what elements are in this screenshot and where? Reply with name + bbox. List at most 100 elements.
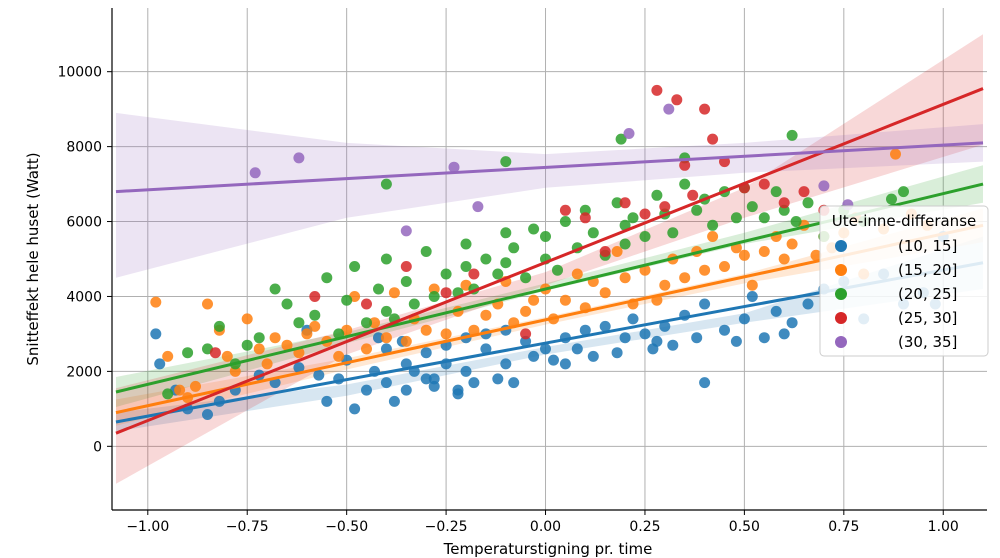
x-tick-label: −0.25 bbox=[425, 519, 468, 535]
data-point bbox=[213, 320, 225, 332]
data-point bbox=[440, 268, 452, 280]
data-point bbox=[778, 253, 790, 265]
data-point bbox=[508, 242, 520, 254]
data-point bbox=[400, 225, 412, 237]
data-point bbox=[619, 238, 631, 250]
data-point bbox=[786, 238, 798, 250]
data-point bbox=[162, 388, 174, 400]
data-point bbox=[380, 178, 392, 190]
data-point bbox=[619, 197, 631, 209]
data-point bbox=[400, 335, 412, 347]
data-point bbox=[802, 298, 814, 310]
legend-label: (10, 15] bbox=[898, 237, 957, 255]
data-point bbox=[778, 328, 790, 340]
data-point bbox=[341, 294, 353, 306]
data-point bbox=[540, 343, 551, 355]
data-point bbox=[746, 279, 758, 291]
data-point bbox=[802, 197, 814, 209]
data-point bbox=[468, 268, 480, 280]
data-point bbox=[380, 343, 392, 355]
data-point bbox=[520, 328, 532, 340]
data-point bbox=[480, 309, 492, 321]
data-point bbox=[309, 320, 321, 332]
data-point bbox=[778, 197, 790, 209]
data-point bbox=[639, 208, 651, 220]
legend-label: (25, 30] bbox=[898, 309, 957, 327]
data-point bbox=[571, 268, 583, 280]
data-point bbox=[281, 298, 293, 310]
data-point bbox=[472, 201, 484, 213]
data-point bbox=[699, 103, 711, 115]
y-tick-label: 4000 bbox=[66, 289, 102, 305]
data-point bbox=[460, 365, 472, 377]
data-point bbox=[150, 328, 162, 340]
x-tick-label: 1.00 bbox=[928, 519, 959, 535]
data-point bbox=[599, 320, 611, 332]
data-point bbox=[408, 298, 420, 310]
data-point bbox=[559, 216, 571, 227]
legend: Ute-inne-differanse (10, 15] (15, 20] (20,… bbox=[819, 205, 989, 357]
data-point bbox=[468, 377, 480, 389]
x-tick-label: −0.50 bbox=[325, 519, 368, 535]
data-point bbox=[699, 298, 711, 310]
data-point bbox=[679, 178, 691, 190]
data-point bbox=[361, 298, 372, 310]
data-point bbox=[667, 227, 679, 239]
data-point bbox=[651, 189, 663, 201]
data-point bbox=[552, 264, 563, 276]
data-point bbox=[758, 332, 770, 344]
data-point bbox=[611, 246, 623, 257]
y-tick-label: 2000 bbox=[66, 364, 102, 380]
data-point bbox=[659, 279, 671, 291]
data-point bbox=[380, 305, 392, 317]
y-tick-label: 6000 bbox=[66, 215, 102, 231]
data-point bbox=[400, 384, 412, 396]
data-point bbox=[810, 249, 822, 261]
data-point bbox=[786, 129, 798, 141]
data-point bbox=[380, 377, 392, 389]
data-point bbox=[559, 294, 571, 306]
data-point bbox=[818, 180, 830, 192]
data-point bbox=[798, 186, 810, 198]
data-point bbox=[321, 272, 333, 284]
regression-line bbox=[115, 87, 984, 435]
data-point bbox=[548, 354, 559, 366]
data-point bbox=[349, 403, 361, 415]
data-point bbox=[400, 276, 412, 287]
legend-marker bbox=[835, 288, 847, 300]
data-point bbox=[758, 212, 770, 224]
data-point bbox=[770, 305, 782, 317]
legend-marker bbox=[835, 264, 847, 276]
legend-title: Ute-inne-differanse bbox=[832, 212, 977, 230]
data-point bbox=[559, 204, 571, 216]
data-point bbox=[373, 332, 384, 344]
data-point bbox=[460, 261, 472, 272]
data-point bbox=[528, 223, 540, 235]
x-axis-ticks: −1.00 −0.75 −0.50 −0.25 0.00 0.25 0.50 0.75 1.00 bbox=[126, 510, 959, 535]
data-point bbox=[301, 328, 313, 340]
x-tick-label: 0.25 bbox=[629, 519, 660, 535]
data-point bbox=[528, 294, 540, 306]
data-point bbox=[313, 369, 325, 381]
data-point bbox=[468, 324, 480, 336]
data-point bbox=[150, 296, 162, 308]
y-tick-label: 0 bbox=[93, 439, 102, 455]
data-point bbox=[380, 253, 392, 265]
data-point bbox=[738, 313, 750, 325]
data-point bbox=[388, 287, 400, 299]
x-tick-label: −1.00 bbox=[126, 519, 169, 535]
data-point bbox=[587, 350, 599, 362]
x-tick-label: 0.50 bbox=[729, 519, 760, 535]
data-point bbox=[209, 347, 221, 359]
data-point bbox=[241, 339, 253, 351]
data-point bbox=[480, 253, 492, 265]
data-point bbox=[380, 332, 392, 344]
y-axis-label: Snitteffekt hele huset (Watt) bbox=[24, 152, 42, 365]
data-point bbox=[707, 133, 719, 145]
data-point bbox=[162, 350, 174, 362]
data-point bbox=[492, 373, 504, 385]
data-point bbox=[671, 94, 683, 106]
data-point bbox=[309, 291, 321, 302]
data-point bbox=[758, 246, 770, 257]
data-point bbox=[528, 350, 540, 362]
